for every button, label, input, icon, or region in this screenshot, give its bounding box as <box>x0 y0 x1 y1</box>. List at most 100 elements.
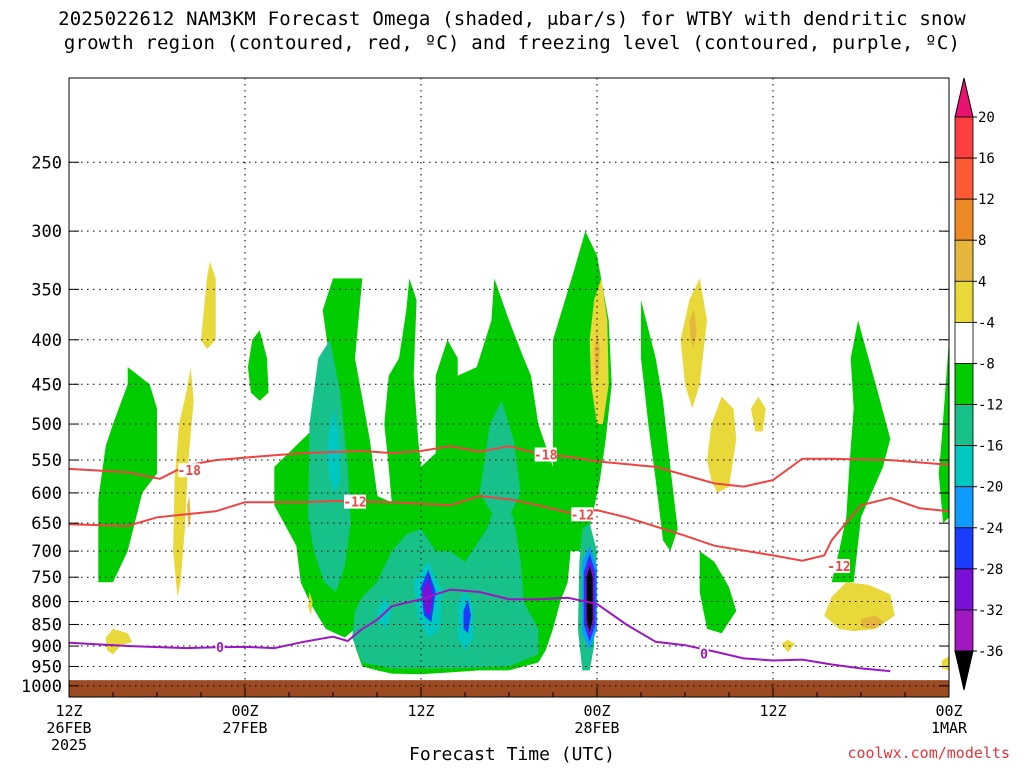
y-tick-label-750: 750 <box>31 568 62 588</box>
omega-region-4-10 <box>941 656 949 671</box>
colorbar-swatch <box>954 568 974 611</box>
y-tick-label-350: 350 <box>31 280 62 300</box>
contour-label: -12 <box>827 560 850 575</box>
y-tick-label-700: 700 <box>31 542 62 562</box>
colorbar-label: 4 <box>978 274 986 290</box>
omega-region-minus36-0 <box>586 565 593 633</box>
omega-region-4-9 <box>824 582 895 632</box>
gridlines-layer <box>69 78 949 697</box>
colorbar-label: 16 <box>978 151 995 167</box>
chart-title-line-1: 2025022612 NAM3KM Forecast Omega (shaded… <box>58 8 966 30</box>
colorbar-swatch <box>954 321 974 364</box>
y-tick-label-500: 500 <box>31 415 62 435</box>
contour-label: 0 <box>700 648 708 663</box>
x-tick-label: 12Z <box>759 702 786 720</box>
omega-region-8-3 <box>861 615 885 629</box>
x-tick-label: 00Z <box>935 702 962 720</box>
y-tick-label-950: 950 <box>31 657 62 677</box>
colorbar-swatch <box>954 609 974 652</box>
contour-label-bg <box>534 447 557 462</box>
omega-region-minus8-5 <box>641 300 678 552</box>
y-tick-label-800: 800 <box>31 593 62 613</box>
colorbar-label: -28 <box>978 562 1003 578</box>
colorbar-label: -12 <box>978 398 1003 414</box>
x-axis-title: Forecast Time (UTC) <box>409 744 615 765</box>
colorbar-label: -16 <box>978 439 1003 455</box>
omega-region-4-2 <box>105 628 133 655</box>
contour-label-bg <box>178 463 201 478</box>
colorbar-swatch <box>954 280 974 323</box>
contour-label: -18 <box>178 464 202 479</box>
omega-region-minus8-7 <box>831 320 891 583</box>
x-tick-label: 00Z <box>231 702 258 720</box>
omega-region-4-6 <box>707 396 737 493</box>
omega-region-8-2 <box>689 310 697 350</box>
omega-region-minus12-1 <box>352 492 539 669</box>
y-tick-label-550: 550 <box>31 451 62 471</box>
chart-title-line-2: growth region (contoured, red, ºC) and f… <box>63 32 961 54</box>
contour-label: -18 <box>534 449 558 464</box>
credit-link[interactable]: coolwx.com/modelts <box>847 744 1010 762</box>
colorbar-layer: 20 16 12 8 4 -4 -8 -12 -16 -20 -24 -28 -32 -36 <box>954 77 1003 691</box>
y-tick-label-850: 850 <box>31 615 62 635</box>
colorbar-swatch <box>954 445 974 488</box>
contour-label-bg <box>828 558 850 573</box>
dendritic-temp-contour-1 <box>68 494 950 562</box>
omega-region-minus8-1 <box>247 330 269 401</box>
y-tick-label-600: 600 <box>31 484 62 504</box>
omega-region-4-3 <box>308 592 313 616</box>
colorbar-swatch <box>954 363 974 405</box>
axes-layer: 2503003504004505005506006507007508008509… <box>21 77 968 754</box>
y-tick-label-400: 400 <box>31 331 62 351</box>
colorbar-label: -8 <box>978 356 995 372</box>
contour-label-bg <box>571 507 594 522</box>
colorbar-swatch <box>954 157 974 200</box>
colorbar-label: 20 <box>978 110 995 126</box>
x-tick-label: 12Z <box>407 702 434 720</box>
omega-region-8-1 <box>594 330 600 376</box>
x-tick-label: 12Z <box>55 702 82 720</box>
omega-shading-layer <box>98 231 949 675</box>
x-tick-label: 26FEB <box>46 719 91 737</box>
colorbar-label: 8 <box>978 233 986 249</box>
omega-region-4-0 <box>201 261 216 350</box>
omega-region-minus8-6 <box>699 551 737 634</box>
contour-label: 0 <box>216 641 224 656</box>
colorbar-swatch <box>954 198 974 241</box>
omega-region-4-8 <box>781 639 795 653</box>
colorbar-label: 12 <box>978 192 995 208</box>
colorbar-swatch <box>954 116 974 159</box>
x-tick-label: 27FEB <box>222 719 267 737</box>
x-tick-label: 28FEB <box>574 719 619 737</box>
contour-label: -12 <box>343 496 366 511</box>
omega-region-4-7 <box>751 396 766 432</box>
contour-label-bg <box>215 639 225 654</box>
omega-region-4-1 <box>173 367 194 597</box>
colorbar-label: -20 <box>978 480 1003 496</box>
y-tick-label-650: 650 <box>31 514 62 534</box>
x-tick-label: 1MAR <box>931 719 968 737</box>
freezing-level-contour-2 <box>68 588 891 673</box>
colorbar-swatch <box>954 486 974 529</box>
y-tick-label-250: 250 <box>31 153 62 173</box>
colorbar-label: -32 <box>978 603 1003 619</box>
omega-region-8-0 <box>187 496 191 529</box>
omega-region-minus8-0 <box>98 367 157 583</box>
colorbar-swatch <box>954 239 974 282</box>
omega-region-minus12-2 <box>479 400 521 518</box>
y-tick-label-450: 450 <box>31 375 62 395</box>
omega-region-minus16-0 <box>327 408 341 493</box>
contour-label-bg <box>699 646 709 661</box>
colorbar-label: -24 <box>978 521 1003 537</box>
contour-label: -12 <box>571 508 594 523</box>
contour-label-bg <box>344 494 366 509</box>
x-tick-label: 2025 <box>51 736 87 754</box>
colorbar-label: -36 <box>978 644 1003 660</box>
contour-layer: -18 -12 -18 -12 -12 0 0 <box>68 445 950 673</box>
colorbar-swatch <box>954 527 974 570</box>
omega-region-minus8-8 <box>938 339 949 524</box>
x-tick-label: 00Z <box>583 702 610 720</box>
dendritic-temp-contour-0 <box>68 445 950 488</box>
